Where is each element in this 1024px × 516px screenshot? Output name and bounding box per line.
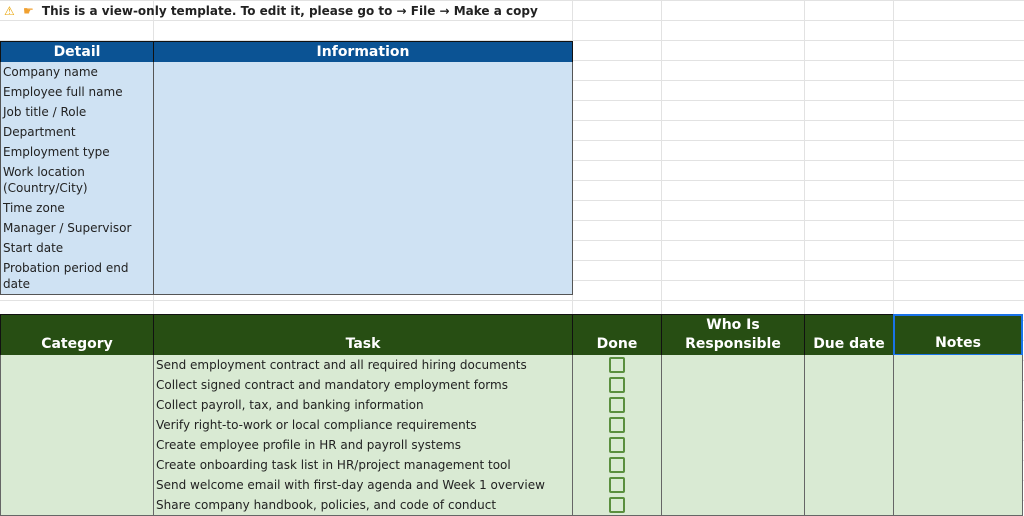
- banner-text: This is a view-only template. To edit it…: [41, 4, 538, 18]
- detail-label: Probation period end date: [0, 258, 154, 295]
- done-checkbox[interactable]: [609, 457, 625, 473]
- done-checkbox[interactable]: [609, 437, 625, 453]
- task-cell: Create onboarding task list in HR/projec…: [153, 455, 573, 476]
- grid-line: [804, 0, 805, 516]
- due-date-cell[interactable]: [804, 415, 894, 436]
- due-date-cell[interactable]: [804, 475, 894, 496]
- information-cell[interactable]: [153, 142, 573, 163]
- task-cell: Share company handbook, policies, and co…: [153, 495, 573, 516]
- detail-label: Department: [0, 122, 154, 143]
- information-cell[interactable]: [153, 122, 573, 143]
- done-checkbox[interactable]: [609, 497, 625, 513]
- pointing-hand-icon: ☛: [22, 4, 34, 18]
- responsible-cell[interactable]: [661, 355, 805, 376]
- done-cell: [572, 435, 662, 456]
- notes-cell[interactable]: [893, 355, 1023, 376]
- notes-header: Notes: [893, 314, 1023, 356]
- due-date-cell[interactable]: [804, 455, 894, 476]
- responsible-cell[interactable]: [661, 475, 805, 496]
- due-date-cell[interactable]: [804, 355, 894, 376]
- done-checkbox[interactable]: [609, 357, 625, 373]
- responsible-cell[interactable]: [661, 395, 805, 416]
- notes-cell[interactable]: [893, 375, 1023, 396]
- done-header: Done: [572, 314, 662, 356]
- information-cell[interactable]: [153, 218, 573, 239]
- detail-label: Employment type: [0, 142, 154, 163]
- task-cell: Collect payroll, tax, and banking inform…: [153, 395, 573, 416]
- done-checkbox[interactable]: [609, 417, 625, 433]
- notes-cell[interactable]: [893, 435, 1023, 456]
- information-cell[interactable]: [153, 102, 573, 123]
- due-date-cell[interactable]: [804, 395, 894, 416]
- responsible-cell[interactable]: [661, 435, 805, 456]
- due-date-cell[interactable]: [804, 495, 894, 516]
- responsible-cell[interactable]: [661, 495, 805, 516]
- responsible-header: Who Is Responsible: [661, 314, 805, 356]
- notes-cell[interactable]: [893, 415, 1023, 436]
- notes-cell[interactable]: [893, 455, 1023, 476]
- done-checkbox[interactable]: [609, 397, 625, 413]
- done-cell: [572, 375, 662, 396]
- done-cell: [572, 415, 662, 436]
- done-cell: [572, 455, 662, 476]
- category-cell[interactable]: [0, 355, 154, 516]
- done-checkbox[interactable]: [609, 377, 625, 393]
- detail-label: Company name: [0, 62, 154, 83]
- information-header: Information: [153, 41, 573, 63]
- grid-line: [893, 0, 894, 516]
- detail-header: Detail: [0, 41, 154, 63]
- task-cell: Create employee profile in HR and payrol…: [153, 435, 573, 456]
- task-cell: Verify right-to-work or local compliance…: [153, 415, 573, 436]
- notes-cell[interactable]: [893, 475, 1023, 496]
- view-only-banner: ⚠ ☛ This is a view-only template. To edi…: [4, 4, 538, 18]
- done-cell: [572, 355, 662, 376]
- detail-label: Start date: [0, 238, 154, 259]
- information-cell[interactable]: [153, 62, 573, 83]
- information-cell[interactable]: [153, 238, 573, 259]
- detail-label: Work location (Country/City): [0, 162, 154, 199]
- information-cell[interactable]: [153, 258, 573, 295]
- detail-label: Time zone: [0, 198, 154, 219]
- detail-label: Employee full name: [0, 82, 154, 103]
- grid-line: [661, 0, 662, 516]
- due-date-header: Due date: [804, 314, 894, 356]
- category-header: Category: [0, 314, 154, 356]
- warning-icon: ⚠: [4, 4, 15, 18]
- done-cell: [572, 395, 662, 416]
- task-header: Task: [153, 314, 573, 356]
- responsible-cell[interactable]: [661, 375, 805, 396]
- task-cell: Send employment contract and all require…: [153, 355, 573, 376]
- notes-cell[interactable]: [893, 495, 1023, 516]
- information-cell[interactable]: [153, 162, 573, 199]
- information-cell[interactable]: [153, 198, 573, 219]
- done-cell: [572, 475, 662, 496]
- done-cell: [572, 495, 662, 516]
- task-cell: Collect signed contract and mandatory em…: [153, 375, 573, 396]
- detail-label: Job title / Role: [0, 102, 154, 123]
- done-checkbox[interactable]: [609, 477, 625, 493]
- responsible-cell[interactable]: [661, 455, 805, 476]
- information-cell[interactable]: [153, 82, 573, 103]
- notes-cell[interactable]: [893, 395, 1023, 416]
- task-cell: Send welcome email with first-day agenda…: [153, 475, 573, 496]
- detail-label: Manager / Supervisor: [0, 218, 154, 239]
- due-date-cell[interactable]: [804, 375, 894, 396]
- responsible-cell[interactable]: [661, 415, 805, 436]
- due-date-cell[interactable]: [804, 435, 894, 456]
